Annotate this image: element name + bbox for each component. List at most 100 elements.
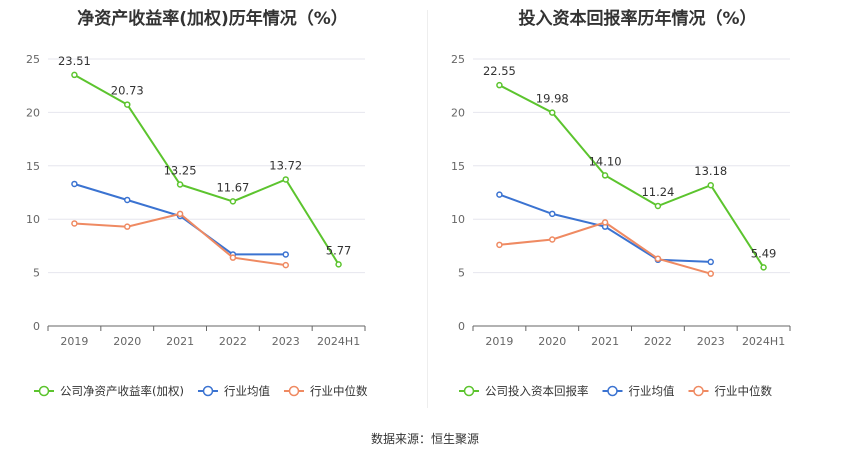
data-point[interactable]: [176, 210, 184, 218]
data-point[interactable]: [496, 241, 503, 249]
data-point[interactable]: [496, 191, 503, 198]
data-label: 13.18: [694, 164, 727, 178]
data-point[interactable]: [760, 264, 767, 271]
legend-item[interactable]: 行业中位数: [688, 384, 773, 398]
series-2: [71, 210, 289, 269]
y-tick-label: 5: [33, 267, 40, 280]
x-tick-label: 2022: [644, 335, 672, 348]
legend-swatch-marker: [288, 385, 300, 397]
data-label: 5.49: [751, 246, 777, 260]
y-tick-label: 15: [451, 160, 465, 173]
data-label: 5.77: [326, 243, 352, 257]
x-tick-label: 2024H1: [317, 335, 360, 348]
y-tick-label: 10: [26, 213, 40, 226]
legend-label: 行业均值: [629, 384, 675, 398]
x-tick-label: 2020: [113, 335, 141, 348]
series-line: [498, 84, 765, 268]
legend-swatch-marker: [38, 385, 50, 397]
legend: 公司净资产收益率(加权) 行业均值 行业中位数: [34, 384, 368, 398]
data-point[interactable]: [549, 236, 556, 243]
series-2: [496, 219, 714, 277]
x-tick-label: 2019: [60, 335, 88, 348]
data-source-label: 数据来源：恒生聚源: [370, 432, 479, 446]
x-tick-label: 2022: [219, 335, 247, 348]
legend-label: 公司投入资本回报率: [485, 384, 589, 398]
legend: 公司投入资本回报率 行业均值 行业中位数: [459, 384, 772, 398]
y-tick-label: 20: [26, 106, 40, 119]
chart-title: 投入资本回报率历年情况（%）: [518, 9, 757, 29]
data-point[interactable]: [549, 109, 556, 116]
data-point[interactable]: [601, 172, 609, 179]
data-point[interactable]: [124, 196, 131, 204]
y-tick-label: 25: [451, 53, 465, 66]
data-point[interactable]: [707, 270, 714, 277]
data-point[interactable]: [71, 71, 78, 79]
legend-swatch-marker: [202, 385, 214, 397]
data-point[interactable]: [549, 210, 556, 218]
data-point[interactable]: [71, 180, 78, 188]
data-point[interactable]: [707, 181, 714, 189]
data-point[interactable]: [282, 176, 289, 183]
legend-swatch-marker: [463, 385, 475, 397]
data-label: 13.25: [164, 163, 197, 177]
chart-roe: 0 5 10 15 20 25 2019 2020 2021 2022 2023 2024H1 23.5…: [26, 53, 368, 398]
data-label: 19.98: [536, 92, 569, 106]
data-point[interactable]: [654, 202, 662, 210]
data-label: 13.72: [269, 158, 302, 172]
data-point[interactable]: [282, 251, 289, 258]
chart-title: 净资产收益率(加权)历年情况（%）: [77, 9, 348, 29]
data-point[interactable]: [71, 220, 78, 227]
data-point[interactable]: [282, 261, 289, 269]
series-line: [499, 221, 712, 275]
series-0: 22.55 19.98 14.10 11.24 13.18 5.49: [483, 64, 777, 271]
data-label: 20.73: [111, 84, 144, 98]
legend-label: 行业均值: [224, 384, 270, 398]
x-tick-label: 2023: [697, 335, 725, 348]
series-line: [74, 212, 286, 267]
data-label: 11.24: [641, 185, 674, 199]
x-tick-label: 2024H1: [742, 335, 785, 348]
data-point[interactable]: [496, 81, 503, 89]
legend-item[interactable]: 行业均值: [197, 384, 270, 398]
y-tick-label: 20: [451, 106, 465, 119]
series-0: 23.51 20.73 13.25 11.67 13.72 5.77: [58, 54, 352, 268]
chart-roic: 0 5 10 15 20 25 2019 2020 2021 2022 2023 2024H1 22.5…: [451, 53, 791, 398]
x-tick-label: 2023: [272, 335, 300, 348]
y-tick-label: 5: [458, 267, 465, 280]
data-point[interactable]: [124, 101, 131, 108]
series-1: [496, 191, 714, 266]
data-label: 11.67: [216, 180, 249, 194]
data-point[interactable]: [335, 261, 342, 268]
chart-panel-roe: 净资产收益率(加权)历年情况（%） 0 5 10 15 20 25 2019 2020 2021…: [0, 0, 425, 410]
legend-label: 行业中位数: [310, 384, 368, 398]
data-label: 14.10: [589, 154, 622, 168]
data-label: 23.51: [58, 54, 91, 68]
x-tick-label: 2021: [166, 335, 194, 348]
y-tick-label: 10: [451, 213, 465, 226]
x-tick-label: 2019: [485, 335, 513, 348]
x-tick-label: 2021: [591, 335, 619, 348]
data-point[interactable]: [229, 254, 237, 261]
x-tick-label: 2020: [538, 335, 566, 348]
data-point[interactable]: [601, 219, 609, 226]
data-point[interactable]: [229, 198, 237, 205]
y-tick-label: 15: [26, 160, 40, 173]
legend-label: 行业中位数: [715, 384, 773, 398]
data-point[interactable]: [654, 255, 662, 262]
y-tick-label: 25: [26, 53, 40, 66]
data-label: 22.55: [483, 64, 516, 78]
y-tick-label: 0: [33, 320, 40, 333]
legend-item[interactable]: 公司投入资本回报率: [459, 384, 589, 398]
legend-label: 公司净资产收益率(加权): [60, 384, 184, 398]
chart-panel-roic: 投入资本回报率历年情况（%） 0 5 10 15 20 25 2019 2020 2021 202…: [425, 0, 850, 410]
legend-swatch-marker: [607, 385, 618, 397]
legend-item[interactable]: 行业中位数: [283, 384, 368, 398]
series-line: [73, 74, 340, 265]
data-point[interactable]: [176, 181, 184, 188]
legend-item[interactable]: 公司净资产收益率(加权): [34, 384, 184, 398]
data-point[interactable]: [124, 223, 131, 230]
y-tick-label: 0: [458, 320, 465, 333]
legend-item[interactable]: 行业均值: [602, 384, 675, 398]
legend-swatch-marker: [693, 385, 704, 397]
data-point[interactable]: [707, 258, 714, 266]
